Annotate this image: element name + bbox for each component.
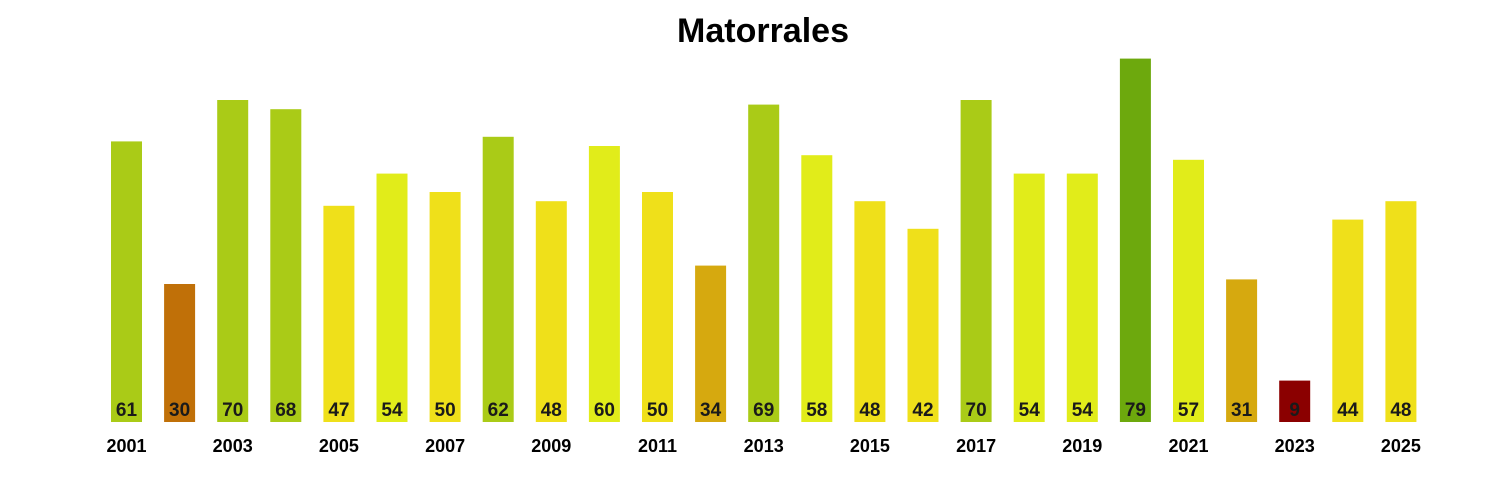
bar-value-label: 68	[275, 400, 296, 421]
bar-2018	[1013, 173, 1045, 422]
bar-value-label: 61	[116, 400, 138, 421]
x-tick-label: 2019	[1062, 436, 1102, 456]
bar-2005	[323, 205, 355, 422]
bar-value-label: 48	[541, 400, 562, 421]
bar-value-label: 70	[966, 400, 987, 421]
bar-2011	[642, 192, 673, 422]
x-tick-label: 2011	[638, 436, 677, 456]
bar-value-label: 31	[1231, 400, 1253, 421]
bar-2021	[1173, 159, 1204, 423]
bar-2014	[801, 155, 833, 422]
bar-value-label: 54	[381, 400, 403, 421]
bar-2023	[1279, 380, 1311, 422]
bar-2022	[1226, 279, 1258, 422]
bar-value-label: 44	[1337, 400, 1359, 421]
x-tick-label: 2021	[1168, 436, 1208, 456]
bar-2024	[1332, 219, 1364, 422]
bar-value-label: 58	[806, 400, 827, 421]
bar-2025	[1385, 201, 1417, 422]
x-axis-ticks: 2001 2003 2005 2007 2009 2011 2013 2015 2017 2019…	[106, 436, 1420, 456]
bar-2020	[1119, 58, 1151, 422]
bar-value-label: 60	[594, 400, 615, 421]
x-tick-label: 2025	[1381, 436, 1421, 456]
bar-2006	[376, 173, 408, 422]
bar-value-label: 48	[859, 400, 880, 421]
bar-value-label: 54	[1072, 400, 1094, 421]
bar-value-label: 47	[328, 400, 349, 421]
bars-group	[111, 58, 1417, 423]
bar-2002	[164, 284, 196, 422]
bar-value-label: 79	[1125, 400, 1146, 421]
bar-2015	[854, 201, 886, 422]
x-tick-label: 2007	[425, 436, 465, 456]
chart-title: Matorrales	[677, 12, 849, 50]
bar-value-label: 34	[700, 400, 722, 421]
bar-2017	[960, 100, 992, 422]
bar-2008	[482, 136, 514, 423]
x-tick-label: 2013	[744, 436, 784, 456]
bar-2009	[535, 201, 567, 422]
x-tick-label: 2015	[850, 436, 890, 456]
bar-value-label: 50	[435, 400, 456, 421]
x-tick-label: 2023	[1275, 436, 1315, 456]
bar-value-label: 30	[169, 400, 190, 421]
x-tick-label: 2017	[956, 436, 996, 456]
bar-2019	[1066, 173, 1098, 422]
bar-2007	[429, 192, 461, 422]
x-tick-label: 2003	[213, 436, 253, 456]
bar-value-label: 48	[1390, 400, 1411, 421]
bar-2001	[111, 141, 142, 422]
bar-2010	[588, 146, 620, 422]
x-tick-label: 2001	[106, 436, 146, 456]
bar-value-label: 42	[912, 400, 933, 421]
bar-value-label: 69	[753, 400, 774, 421]
x-tick-label: 2009	[531, 436, 571, 456]
bar-value-label: 62	[488, 400, 509, 421]
bar-value-label: 54	[1019, 400, 1041, 421]
value-labels-group: 61 30 70 68 47 54 50 62 48 60 50 34 69 58 48 42 70 54 54 79…	[116, 400, 1412, 421]
bar-2003	[217, 100, 249, 422]
bar-2004	[270, 109, 302, 422]
bar-2012	[695, 265, 727, 422]
x-tick-label: 2005	[319, 436, 359, 456]
bar-2016	[907, 228, 939, 422]
bar-value-label: 70	[222, 400, 243, 421]
bar-value-label: 57	[1178, 400, 1199, 421]
bar-value-label: 9	[1289, 400, 1300, 421]
bar-value-label: 50	[647, 400, 668, 421]
bar-2013	[748, 104, 780, 422]
